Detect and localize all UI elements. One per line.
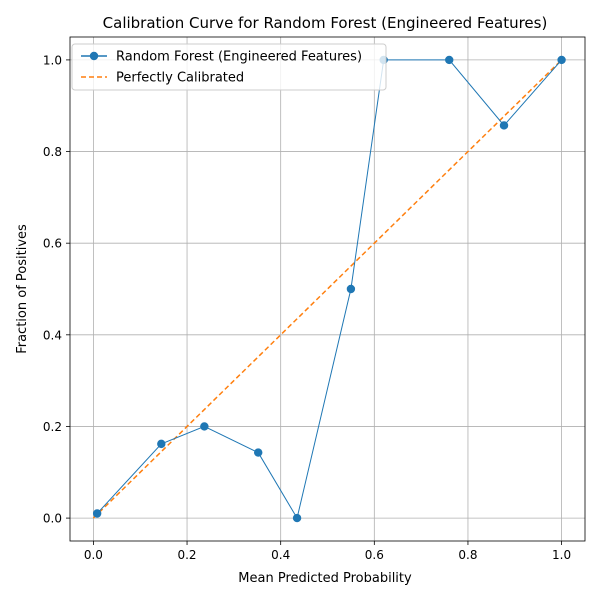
series-random-forest-line (96, 59, 562, 520)
x-tick-label: 0.6 (365, 548, 384, 562)
y-tick-label: 0.4 (43, 328, 62, 342)
y-tick-label: 0.6 (43, 237, 62, 251)
x-tick-label: 0.0 (84, 548, 103, 562)
plot-area-frame (69, 36, 586, 542)
x-tick-label: 0.2 (177, 548, 196, 562)
y-axis-label: Fraction of Positives (15, 224, 30, 354)
series-random-forest-point (557, 55, 566, 65)
legend-marker-series-1 (89, 51, 99, 61)
series-random-forest-point (92, 509, 102, 518)
series-random-forest-point (445, 55, 454, 65)
y-tick-label: 0.2 (43, 420, 62, 434)
y-tick-label: 1.0 (43, 53, 62, 67)
x-tick-label: 0.4 (271, 548, 290, 562)
y-axis-ticks: 0.0 0.2 0.4 0.6 0.8 1.0 (43, 53, 70, 526)
chart-title: Calibration Curve for Random Forest (Eng… (103, 14, 548, 32)
x-tick-label: 1.0 (552, 548, 571, 562)
series-perfectly-calibrated-line (92, 59, 563, 519)
x-axis-label: Mean Predicted Probability (238, 571, 412, 586)
series-random-forest-point (157, 439, 166, 449)
x-axis-ticks: 0.0 0.2 0.4 0.6 0.8 1.0 (84, 541, 571, 562)
y-tick-label: 0.8 (43, 145, 62, 159)
legend-label-series-1: Random Forest (Engineered Features) (116, 50, 362, 65)
legend-label-series-2: Perfectly Calibrated (116, 71, 244, 86)
grid-lines (70, 37, 585, 541)
series-random-forest-point (346, 284, 356, 294)
legend-box (71, 43, 387, 91)
series-random-forest-point (200, 422, 209, 431)
y-tick-label: 0.0 (43, 512, 62, 526)
x-tick-label: 0.8 (458, 548, 477, 562)
series-random-forest-point (499, 121, 509, 130)
legend: Random Forest (Engineered Features) Perf… (71, 43, 387, 91)
series-random-forest-point (292, 513, 302, 523)
series-random-forest-point (254, 448, 263, 457)
